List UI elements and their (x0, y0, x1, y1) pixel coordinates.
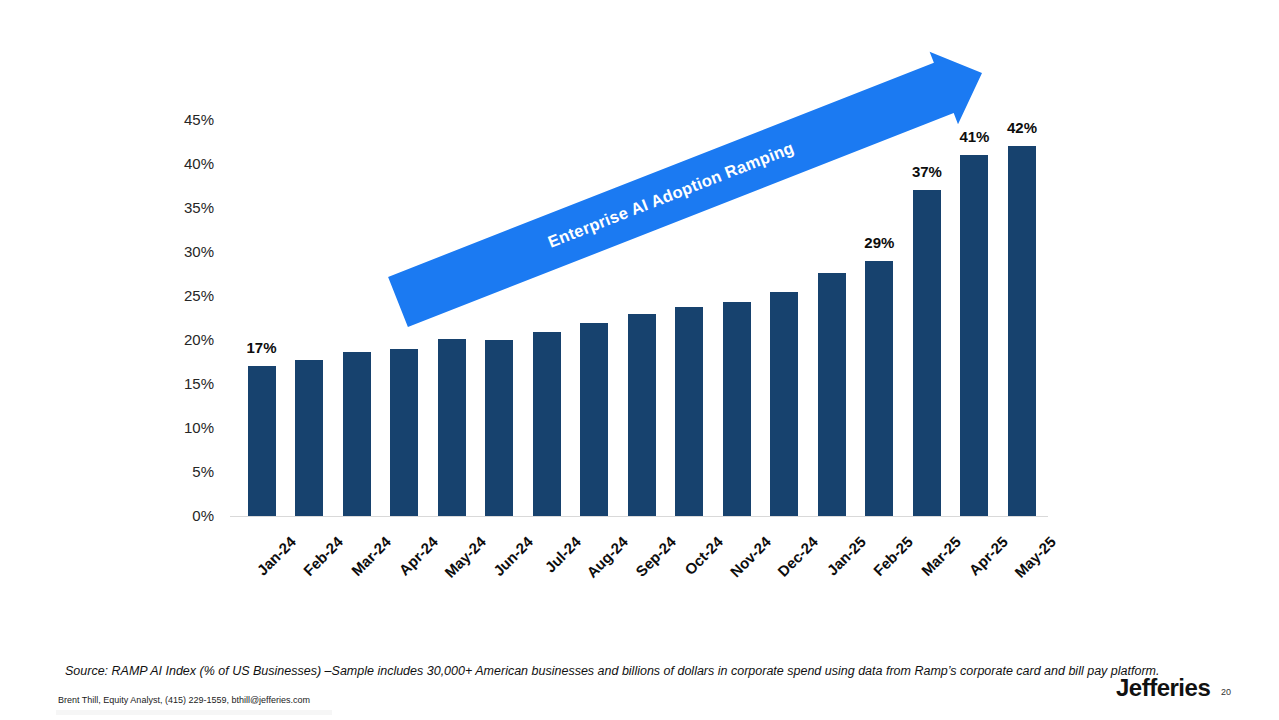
chart-bar-mar-24 (343, 352, 371, 516)
y-axis-tick-label: 5% (150, 463, 214, 481)
chart-bar-jan-25 (818, 273, 846, 516)
slide: 0%5%10%15%20%25%30%35%40%45%Jan-2417%Feb… (0, 0, 1279, 720)
chart-bar-oct-24 (675, 307, 703, 516)
chart-bar-aug-24 (580, 323, 608, 516)
y-axis-tick-label: 40% (150, 155, 214, 173)
chart-bar-feb-24 (295, 360, 323, 516)
chart-bar-may-25 (1008, 146, 1036, 516)
analyst-contact: Brent Thill, Equity Analyst, (415) 229-1… (58, 695, 310, 705)
y-axis-tick-label: 20% (150, 331, 214, 349)
chart-bar-nov-24 (723, 302, 751, 516)
chart-bar-sep-24 (628, 314, 656, 516)
arrow-annotation-text: Enterprise AI Adoption Ramping (545, 138, 796, 251)
x-axis-line (230, 516, 1048, 517)
chart-bar-feb-25 (865, 261, 893, 516)
y-axis-tick-label: 0% (150, 507, 214, 525)
bar-value-label: 42% (990, 119, 1054, 137)
chart-bar-apr-25 (960, 155, 988, 516)
bar-value-label: 29% (847, 234, 911, 252)
chart-bar-may-24 (438, 339, 466, 516)
chart-bar-jul-24 (533, 332, 561, 516)
chart-bar-mar-25 (913, 190, 941, 516)
y-axis-tick-label: 15% (150, 375, 214, 393)
source-note: Source: RAMP AI Index (% of US Businesse… (65, 664, 1159, 678)
y-axis-tick-label: 25% (150, 287, 214, 305)
chart-bar-jun-24 (485, 340, 513, 516)
y-axis-tick-label: 35% (150, 199, 214, 217)
y-axis-tick-label: 10% (150, 419, 214, 437)
bar-value-label: 17% (230, 339, 294, 357)
chart-bar-apr-24 (390, 349, 418, 516)
y-axis-tick-label: 45% (150, 111, 214, 129)
footer-divider (56, 710, 332, 715)
chart-bar-dec-24 (770, 292, 798, 516)
jefferies-logo: Jefferies (1116, 674, 1210, 702)
page-number: 20 (1221, 687, 1231, 697)
chart-bar-jan-24 (248, 366, 276, 516)
bar-value-label: 37% (895, 163, 959, 181)
y-axis-tick-label: 30% (150, 243, 214, 261)
